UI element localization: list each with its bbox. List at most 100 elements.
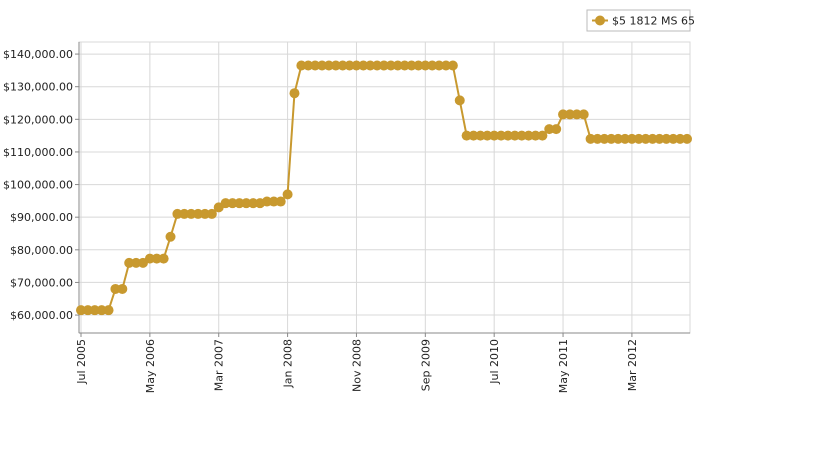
point bbox=[447, 60, 458, 71]
y-tick-label: $80,000.00 bbox=[10, 244, 73, 257]
point bbox=[551, 124, 562, 135]
point bbox=[413, 60, 424, 71]
point bbox=[268, 196, 279, 207]
point bbox=[475, 130, 486, 141]
point bbox=[523, 130, 534, 141]
x-tick-label: Nov 2008 bbox=[350, 339, 363, 392]
point bbox=[606, 133, 617, 144]
point bbox=[440, 60, 451, 71]
y-tick-label: $70,000.00 bbox=[10, 276, 73, 289]
point bbox=[633, 133, 644, 144]
point bbox=[461, 130, 472, 141]
plot-area bbox=[78, 41, 691, 334]
point bbox=[509, 130, 520, 141]
point bbox=[165, 231, 176, 242]
y-tick-label: $130,000.00 bbox=[3, 81, 73, 94]
point bbox=[379, 60, 389, 71]
point bbox=[206, 208, 217, 219]
point bbox=[351, 60, 362, 71]
point bbox=[234, 198, 245, 209]
point bbox=[489, 130, 500, 141]
legend-label: $5 1812 MS 65 bbox=[612, 15, 695, 28]
point bbox=[496, 130, 507, 141]
point bbox=[558, 109, 569, 120]
point bbox=[337, 60, 348, 71]
point bbox=[76, 305, 86, 316]
point bbox=[647, 133, 658, 144]
point bbox=[186, 208, 197, 219]
point bbox=[344, 60, 355, 71]
point bbox=[296, 60, 307, 71]
point bbox=[179, 208, 190, 219]
y-tick-label: $100,000.00 bbox=[3, 179, 73, 192]
point bbox=[571, 109, 582, 120]
point bbox=[227, 198, 238, 209]
point bbox=[248, 198, 259, 209]
point bbox=[282, 189, 293, 200]
point bbox=[406, 60, 417, 71]
x-tick-label: May 2006 bbox=[144, 339, 157, 393]
y-tick-label: $60,000.00 bbox=[10, 309, 73, 322]
point bbox=[537, 130, 548, 141]
point bbox=[392, 60, 403, 71]
legend-box bbox=[586, 9, 691, 32]
point bbox=[516, 130, 527, 141]
point bbox=[385, 60, 396, 71]
legend-marker bbox=[595, 15, 605, 26]
point bbox=[303, 60, 314, 71]
point bbox=[620, 133, 631, 144]
point bbox=[172, 208, 183, 219]
point bbox=[358, 60, 369, 71]
point bbox=[668, 133, 679, 144]
point bbox=[193, 208, 204, 219]
point bbox=[124, 257, 135, 268]
point bbox=[585, 133, 596, 144]
y-tick-label: $140,000.00 bbox=[3, 48, 73, 61]
point bbox=[158, 253, 169, 264]
point bbox=[372, 60, 383, 71]
point bbox=[530, 130, 541, 141]
point bbox=[434, 60, 445, 71]
point bbox=[454, 95, 465, 106]
x-tick-label: Mar 2007 bbox=[213, 339, 226, 391]
point bbox=[599, 133, 610, 144]
point bbox=[640, 133, 651, 144]
point bbox=[682, 133, 692, 144]
point bbox=[310, 60, 321, 71]
point bbox=[117, 283, 128, 294]
point bbox=[289, 88, 300, 99]
point bbox=[323, 60, 334, 71]
point bbox=[96, 305, 107, 316]
point bbox=[330, 60, 341, 71]
point bbox=[241, 198, 252, 209]
point bbox=[675, 133, 686, 144]
point bbox=[220, 198, 231, 209]
point bbox=[564, 109, 575, 120]
point bbox=[151, 253, 162, 264]
point bbox=[468, 130, 479, 141]
point bbox=[592, 133, 603, 144]
point bbox=[365, 60, 376, 71]
point bbox=[144, 253, 155, 264]
y-tick-label: $110,000.00 bbox=[3, 146, 73, 159]
point bbox=[399, 60, 410, 71]
point bbox=[578, 109, 589, 120]
point bbox=[261, 196, 272, 207]
point bbox=[626, 133, 637, 144]
point bbox=[131, 257, 142, 268]
point bbox=[661, 133, 672, 144]
point bbox=[420, 60, 431, 71]
point bbox=[317, 60, 328, 71]
point bbox=[544, 124, 555, 135]
y-tick-label: $120,000.00 bbox=[3, 113, 73, 126]
x-tick-label: Sep 2009 bbox=[419, 339, 432, 391]
x-tick-label: Jul 2010 bbox=[488, 339, 501, 385]
x-tick-label: Mar 2012 bbox=[626, 339, 639, 391]
x-tick-label: Jan 2008 bbox=[282, 339, 295, 388]
point bbox=[199, 208, 210, 219]
point bbox=[427, 60, 438, 71]
point bbox=[110, 283, 121, 294]
x-tick-label: May 2011 bbox=[557, 339, 570, 393]
x-tick-label: Jul 2005 bbox=[75, 339, 88, 385]
